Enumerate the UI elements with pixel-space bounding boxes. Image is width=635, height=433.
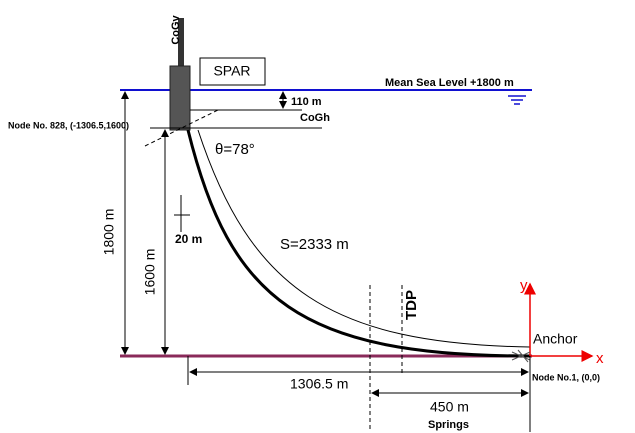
page: Mean Sea Level +1800 m CoGv SPAR 110 m C… (0, 0, 635, 433)
springs-length-label: 450 m (430, 399, 469, 415)
springs-label: Springs (428, 419, 469, 431)
spar-label: SPAR (213, 63, 250, 79)
horizontal-label: 1306.5 m (290, 376, 348, 392)
anchor-label: Anchor (533, 331, 578, 347)
cogh-label: CoGh (300, 112, 330, 124)
sea-level-label: Mean Sea Level +1800 m (385, 77, 514, 89)
length-label: S=2333 m (280, 236, 349, 253)
depth-label: 1800 m (101, 209, 117, 256)
diagram: Mean Sea Level +1800 m CoGv SPAR 110 m C… (0, 0, 635, 433)
water-symbol (508, 96, 526, 104)
y-axis-label: y (520, 277, 528, 294)
cogv-label: CoGv (170, 14, 182, 44)
draft-label: 110 m (291, 96, 322, 108)
top-node-label: Node No. 828, (-1306.5,1600) (8, 120, 129, 130)
offset-label: 20 m (175, 232, 202, 246)
height-label: 1600 m (142, 249, 158, 296)
angle-label: θ=78° (215, 141, 255, 158)
riser-offset-curve (198, 130, 530, 347)
anchor-node-label: Node No.1, (0,0) (532, 372, 600, 382)
spar-hull (170, 66, 190, 130)
x-axis-label: x (596, 350, 604, 367)
tdp-label: TDP (403, 290, 420, 320)
